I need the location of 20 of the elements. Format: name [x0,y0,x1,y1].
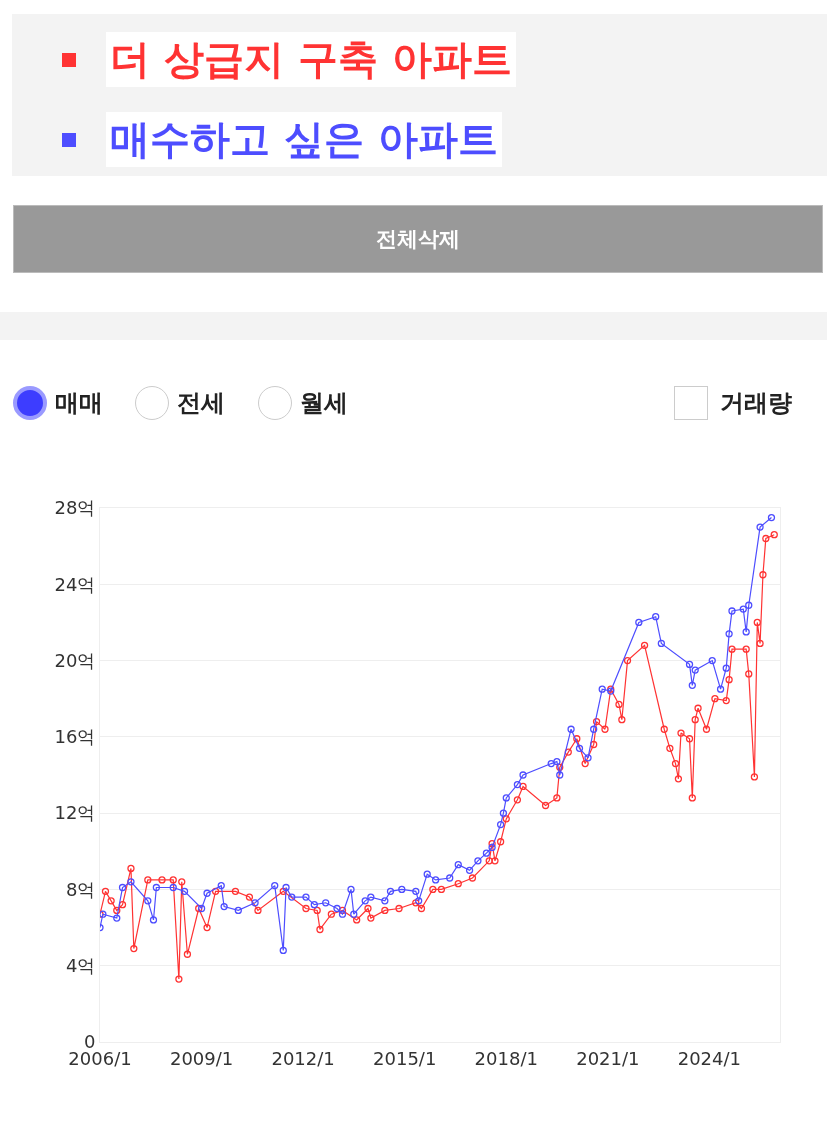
x-tick-label: 2018/1 [474,1047,538,1069]
text: 거래량 [720,388,792,419]
text: 매매 [55,388,103,419]
x-tick-label: 2024/1 [677,1047,742,1069]
x-tick-label: 2012/1 [271,1047,335,1069]
legend-label: 매수하고 싶은 아파트 [106,112,502,167]
x-tick-label: 2015/1 [373,1047,437,1069]
text: 월세 [300,388,348,419]
y-tick-label: 8억 [65,878,96,900]
text: 전세 [177,388,225,419]
x-tick-label: 2009/1 [169,1047,234,1069]
delete-all-button: 전체삭제 [13,205,823,273]
y-tick-label: 12억 [54,802,96,824]
y-tick-label: 28억 [54,497,96,519]
y-tick-label: 20억 [54,649,96,671]
y-tick-label: 16억 [54,726,96,748]
y-tick-label: 24억 [54,573,96,595]
legend-label: 더 상급지 구축 아파트 [106,32,516,87]
x-tick-label: 2021/1 [576,1047,640,1069]
y-tick-label: 4억 [65,955,96,977]
